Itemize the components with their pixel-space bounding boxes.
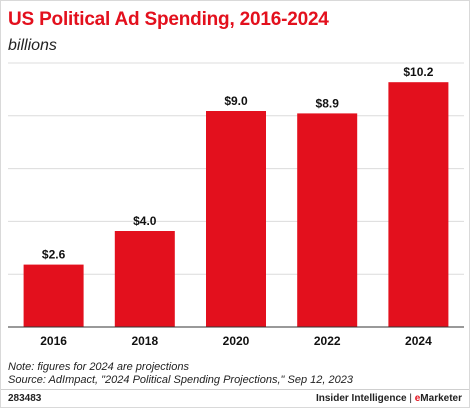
data-label-2024: $10.2	[403, 65, 433, 79]
bar-2018	[114, 231, 175, 327]
x-tick-label-2018: 2018	[131, 334, 158, 348]
x-tick-label-2022: 2022	[314, 334, 341, 348]
data-label-2016: $2.6	[42, 248, 66, 262]
data-label-2022: $8.9	[316, 96, 340, 110]
chart-source: Source: AdImpact, "2024 Political Spendi…	[8, 374, 353, 386]
x-tick-label-2020: 2020	[223, 334, 250, 348]
chart-id: 283483	[8, 393, 42, 404]
footer-divider	[1, 389, 469, 390]
bar-2022	[297, 113, 358, 328]
x-tick-label-2024: 2024	[405, 334, 432, 348]
data-label-2020: $9.0	[224, 94, 248, 108]
data-label-2018: $4.0	[133, 214, 157, 228]
chart-subtitle: billions	[8, 37, 57, 54]
brand-marketer: Marketer	[420, 393, 462, 404]
bar-2024	[388, 82, 449, 327]
x-tick-label-2016: 2016	[40, 334, 67, 348]
brand-logo: Insider Intelligence | eMarketer	[316, 393, 462, 404]
bar-chart: $2.6 2016 $4.0 2018 $9.0 2020 $8.9 2022 $10.2 202…	[8, 62, 464, 348]
brand-e: e	[414, 393, 421, 404]
chart-title: US Political Ad Spending, 2016-2024	[8, 9, 329, 30]
chart-note: Note: figures for 2024 are projections	[8, 361, 189, 373]
bar-2020	[206, 111, 266, 327]
brand-insider-intelligence: Insider Intelligence	[315, 393, 407, 404]
brand-separator: |	[406, 393, 415, 404]
bar-2016	[23, 264, 84, 327]
